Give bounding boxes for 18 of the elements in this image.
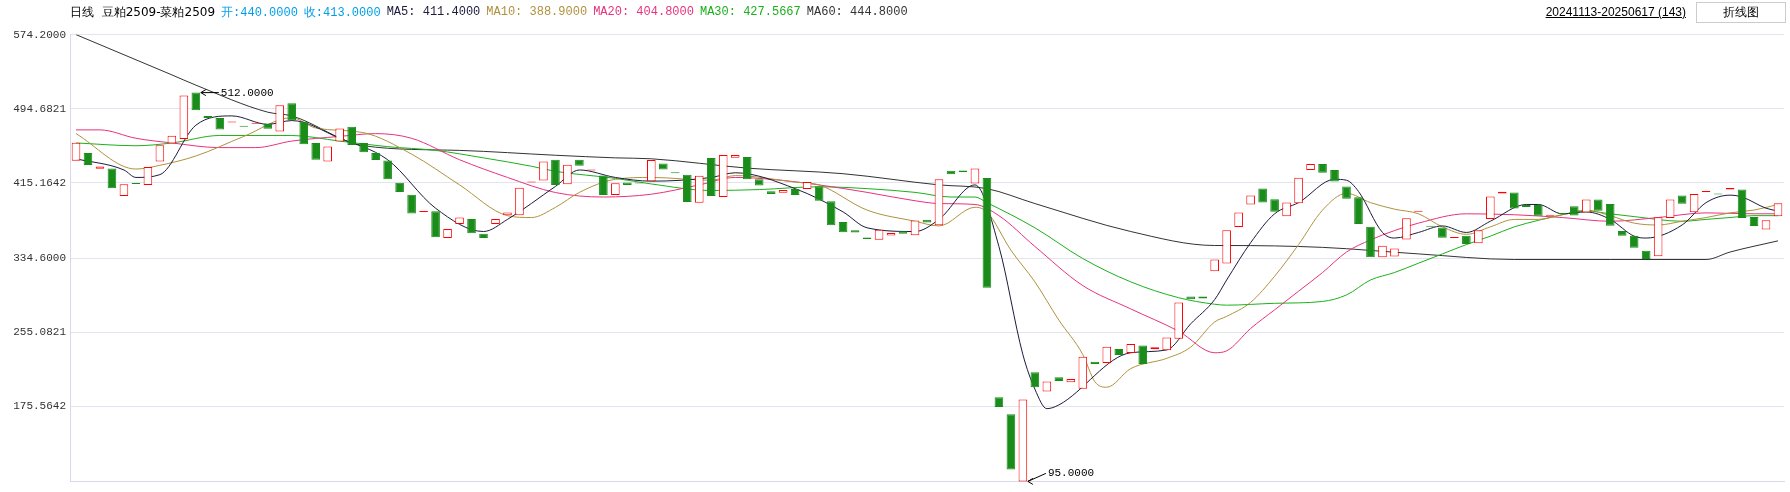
y-tick-label: 175.5642	[13, 400, 66, 413]
y-tick-label: 415.1642	[13, 176, 66, 189]
text: MA20: 404.8000	[593, 5, 694, 19]
chart-subtitle: 20241113-20250617 (143)	[1545, 5, 1686, 19]
annotation: 512.0000	[220, 86, 274, 99]
text: MA60: 444.8000	[806, 5, 908, 19]
annotation: 95.0000	[1047, 467, 1095, 480]
y-tick-label: 574.2000	[13, 28, 66, 41]
text: 收:413.0000	[303, 4, 381, 21]
y-tick-label: 334.6000	[13, 251, 66, 264]
y-tick-label: 494.6821	[13, 102, 67, 115]
text: MA10: 388.9000	[486, 5, 588, 19]
text: 开:440.0000	[221, 4, 298, 21]
text: 折线图	[1696, 1, 1786, 23]
text: MA30: 427.5667	[699, 5, 801, 19]
y-tick-label: 255.0821	[13, 326, 67, 339]
text: MA5: 411.4000	[386, 5, 481, 19]
chart-title: 日线 豆粕2509-菜粕2509	[70, 3, 216, 21]
